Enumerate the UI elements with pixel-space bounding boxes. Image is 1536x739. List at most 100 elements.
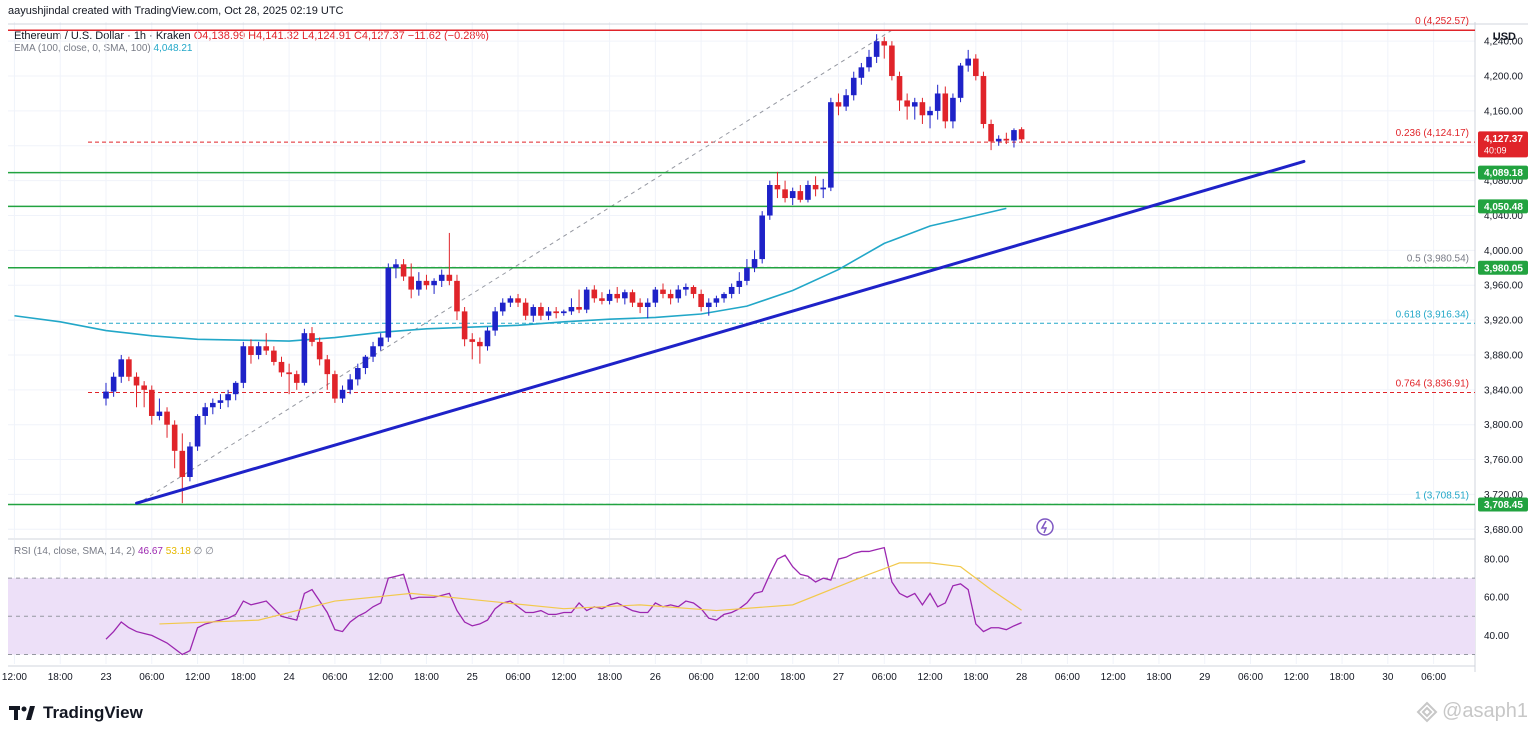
time-tick-label: 12:00 (368, 672, 393, 683)
candle (675, 285, 682, 303)
candle (240, 341, 247, 389)
candle (179, 433, 186, 504)
candle (316, 337, 323, 366)
candle-body (110, 376, 117, 392)
fib-level-label: 0.618 (3,916.34) (1396, 309, 1469, 320)
rsi-tick-label: 60.00 (1484, 593, 1509, 604)
candle (210, 398, 216, 415)
time-tick-label: 28 (1016, 672, 1028, 683)
candle-body (835, 102, 842, 107)
candle-body (339, 389, 346, 399)
rsi-label: RSI (14, close, SMA, 14, 2) (14, 546, 136, 557)
rsi-line (105, 546, 1022, 656)
candle-body (828, 102, 834, 188)
candle (332, 370, 338, 403)
brand-name: TradingView (43, 703, 143, 722)
time-tick-label: 18:00 (414, 672, 439, 683)
candle (889, 41, 895, 81)
candle (820, 178, 827, 199)
candle (782, 180, 788, 203)
time-tick-label: 06:00 (689, 672, 714, 683)
price-tick-label: 3,840.00 (1484, 385, 1523, 396)
candle (187, 442, 193, 482)
candle-body (591, 289, 598, 299)
candle-body (408, 276, 414, 290)
candle-body (538, 307, 544, 316)
candle-body (293, 374, 300, 383)
candle (950, 93, 956, 129)
ema-label: EMA (100, close, 0, SMA, 100) (14, 43, 151, 54)
symbol-name[interactable]: Ethereum / U.S. Dollar · 1h · Kraken (14, 30, 191, 42)
candle-body (522, 302, 529, 316)
candle (538, 302, 544, 321)
tradingview-logo[interactable]: TradingView (9, 703, 143, 723)
candle (805, 180, 811, 203)
candle-body (141, 385, 147, 390)
time-tick-label: 26 (650, 672, 662, 683)
candle (942, 86, 949, 129)
replay-icon-circle (1036, 518, 1054, 536)
candle-body (980, 76, 987, 124)
ema-legend[interactable]: EMA (100, close, 0, SMA, 100) 4,048.21 (14, 43, 192, 54)
candle-body (705, 302, 712, 308)
watermark-logo-icon (1416, 701, 1438, 722)
rsi-extra: ∅ ∅ (193, 546, 214, 557)
candle (438, 269, 445, 287)
candle (446, 232, 453, 286)
candle (736, 272, 743, 294)
time-tick-label: 12:00 (1101, 672, 1126, 683)
price-tick-label: 4,200.00 (1484, 72, 1523, 83)
candle-body (194, 415, 201, 447)
candle (713, 295, 720, 308)
fib-level-label: 0.5 (3,980.54) (1407, 253, 1469, 264)
candle-body (805, 184, 811, 200)
currency-label[interactable]: USD (1492, 31, 1516, 43)
candle (1011, 128, 1017, 148)
candle (652, 286, 659, 308)
candle (461, 307, 468, 347)
candle-body (148, 389, 155, 416)
candle (278, 356, 285, 377)
candle-body (400, 264, 407, 277)
time-tick-label: 06:00 (1055, 672, 1080, 683)
candle (347, 374, 353, 395)
time-tick-label: 06:00 (1238, 672, 1263, 683)
candle-body (187, 446, 193, 477)
candle (957, 62, 964, 103)
candle-body (530, 307, 537, 316)
time-tick-label: 12:00 (918, 672, 943, 683)
rsi-sma-line (159, 562, 1022, 625)
trend-line (135, 159, 1306, 505)
rsi-legend[interactable]: RSI (14, close, SMA, 14, 2) 46.67 53.18 … (14, 546, 214, 557)
price-tag-text: 4,089.18 (1484, 168, 1523, 179)
price-tag-bg (1478, 199, 1528, 214)
candle-body (156, 411, 163, 416)
candle (759, 211, 765, 264)
candle-body (744, 267, 750, 281)
candle-body (965, 58, 971, 66)
candle-body (713, 298, 720, 303)
candle-body (477, 341, 483, 347)
candle-body (629, 292, 636, 303)
price-tag-bg (1478, 497, 1528, 512)
candle (919, 97, 926, 124)
price-tag-text: 3,708.45 (1484, 500, 1523, 511)
ema-value: 4,048.21 (153, 43, 193, 54)
candle-body (820, 187, 827, 190)
candle-body (454, 280, 460, 312)
candle-body (133, 376, 140, 386)
candle-body (225, 394, 231, 401)
candle (583, 286, 590, 314)
candle (698, 289, 704, 312)
price-tick-label: 3,720.00 (1484, 490, 1523, 501)
candle (965, 49, 971, 72)
candle-body (553, 311, 559, 314)
candle-body (217, 400, 224, 403)
candle-body (889, 45, 895, 77)
candle (393, 259, 399, 279)
candle-body (660, 289, 666, 294)
candle (477, 337, 483, 364)
tradingview-logo-icon (9, 706, 35, 720)
candle-body (767, 184, 773, 216)
